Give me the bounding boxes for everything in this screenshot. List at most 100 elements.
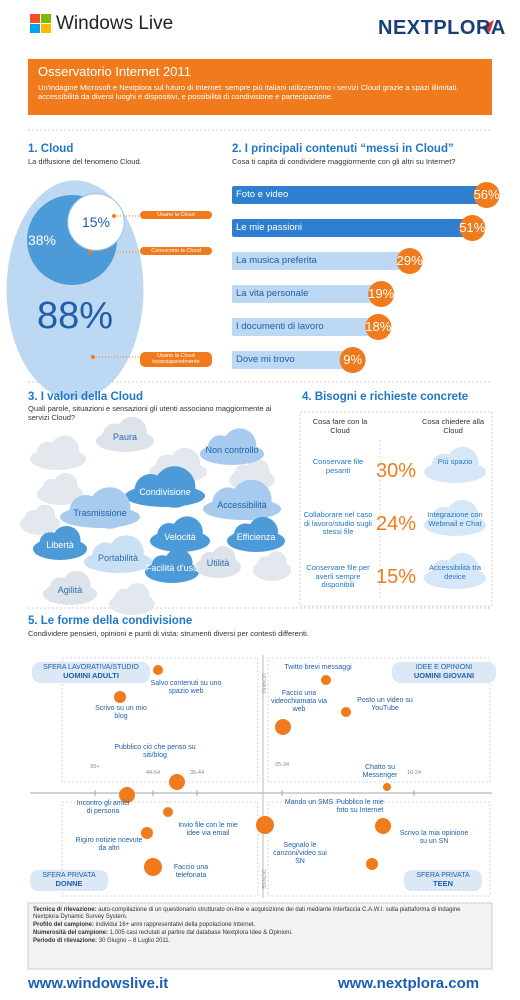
nextplora-mark	[480, 20, 494, 32]
windows-flag	[30, 14, 51, 33]
quadrant-group: TEEN	[432, 879, 453, 889]
quadrant-label: SFERA LAVORATIVA/STUDIO UOMINI ADULTI	[32, 662, 150, 683]
activity: Faccio una videochiamata via web	[270, 690, 328, 714]
ring-caption: Usano la Cloud inconsapevolmente	[140, 352, 212, 367]
activity: Invio file con le mie idee via email	[178, 822, 238, 838]
word: Efficienza	[236, 532, 276, 542]
cloud-decor	[37, 473, 83, 505]
request: Integrazione con Webmail e Chat	[427, 510, 483, 528]
activity: Scrivo la mia opinione su un SN	[399, 830, 469, 846]
quadrant-sphere: SFERA LAVORATIVA/STUDIO	[43, 664, 139, 671]
ring	[67, 193, 125, 251]
section-title: 2. I principali contenuti “messi in Clou…	[232, 143, 454, 155]
column-header: Cosa chiedere alla Cloud	[421, 417, 485, 435]
value-label: 29%	[396, 253, 423, 268]
cloud-bump	[266, 551, 287, 571]
brand-windows-live: Windows Live	[56, 13, 174, 34]
quadrant-group: DONNE	[55, 879, 83, 889]
quadrant-group: UOMINI GIOVANI	[413, 671, 475, 681]
word: Trasmissione	[73, 508, 127, 518]
action: Collaborare nel caso di lavoro/studio su…	[303, 510, 373, 537]
activity-dot	[144, 858, 162, 876]
bar	[232, 318, 379, 336]
value-badge	[339, 347, 366, 373]
note-term: Periodo di rilevazione:	[33, 937, 98, 944]
section-title: 4. Bisogni e richieste concrete	[302, 391, 469, 403]
section-subtitle: La diffusione del fenomeno Cloud.	[28, 157, 142, 166]
word: Accessibilità	[217, 500, 267, 510]
flag-red	[30, 14, 40, 23]
word-cloud	[195, 546, 241, 578]
cloud-bump	[247, 516, 279, 548]
cloud-bump	[34, 504, 56, 526]
bar	[232, 252, 410, 270]
cloud-bump	[446, 499, 479, 533]
ring-caption: Conoscono la Cloud	[140, 247, 212, 256]
word-cloud	[203, 479, 281, 521]
action: Conservare file pesanti	[312, 457, 364, 475]
cloud-bump	[108, 535, 144, 571]
link[interactable]: www.windowslive.it	[28, 975, 169, 992]
quadrant-box	[61, 801, 259, 897]
activity-dot	[163, 807, 173, 817]
link[interactable]: www.nextplora.com	[338, 975, 480, 992]
activity: Pubblico le mie foto su Internet	[336, 799, 384, 815]
word-cloud	[125, 466, 205, 508]
quadrant-box	[61, 657, 259, 783]
word: Portabilità	[97, 553, 139, 563]
share: 30%	[376, 460, 417, 482]
bar-label: Dove mi trovo	[236, 354, 295, 365]
cloud-bump	[245, 459, 270, 483]
word-cloud	[96, 416, 154, 452]
cloud-bump	[62, 570, 91, 600]
share: 15%	[376, 566, 417, 588]
activity-dot	[375, 818, 391, 834]
cloud-decor	[109, 583, 155, 615]
axis-label: UOMINI	[260, 673, 267, 694]
word: Non controllo	[205, 445, 259, 455]
activity: Rigiro notizie ricevute da altri	[75, 837, 143, 853]
bar-label: La vita personale	[236, 288, 309, 299]
quadrant-sphere: SFERA PRIVATA	[416, 872, 470, 879]
word: Condivisione	[139, 487, 191, 497]
cloud-bump	[125, 583, 150, 607]
cloud-bump	[53, 473, 78, 497]
note-term: Numerosità del campione:	[33, 929, 109, 936]
value-badge	[396, 248, 423, 274]
cloud-decor	[253, 551, 291, 581]
note-text: individui 16+ anni rappresentativi della…	[95, 921, 256, 928]
request: Accessibilità tra device	[428, 563, 482, 581]
note-text: 30 Giugno – 8 Luglio 2011.	[98, 937, 171, 944]
brand-nextplora: NEXTPLORA	[378, 17, 506, 39]
activity-dot	[341, 707, 351, 717]
section-subtitle: Quali parole, situazioni e sensazioni gl…	[28, 404, 272, 422]
activity: Segnalo le canzoni/video sui SN	[273, 842, 327, 866]
ring-caption: Usano la Cloud	[140, 211, 212, 220]
section-subtitle: Condividere pensieri, opinioni e punti d…	[28, 629, 309, 638]
word: Libertà	[46, 540, 74, 550]
intro-text: Un'indagine Microsoft e Nextplora sul fu…	[38, 83, 459, 101]
quadrant-sphere: IDEE E OPINIONI	[415, 664, 473, 671]
age-label: 25-34	[274, 762, 290, 768]
age-label: 55+	[90, 764, 100, 770]
ring-label: 15%	[81, 213, 111, 230]
bar-label: La musica preferita	[236, 255, 317, 266]
value-label: 9%	[343, 352, 363, 367]
bar-label: Le mie passioni	[236, 222, 303, 233]
connector-dot	[91, 355, 95, 359]
cloud-bump	[153, 466, 196, 508]
flag-blue	[30, 24, 40, 33]
quadrant-label: SFERA PRIVATA TEEN	[404, 870, 482, 891]
activity-dot	[275, 719, 291, 735]
activity-dot	[256, 816, 274, 834]
bar-label: Foto e video	[236, 189, 289, 200]
value-label: 18%	[365, 319, 392, 334]
note-term: Profilo del campione:	[33, 921, 95, 928]
quadrant-label: IDEE E OPINIONI UOMINI GIOVANI	[392, 662, 496, 683]
activity: Twitto brevi messaggi	[284, 664, 352, 671]
axis-label: DONNE	[260, 869, 267, 890]
bar	[232, 219, 473, 237]
activity: Salvo contenuti su uno spazio web	[150, 680, 222, 696]
cloud-bump	[171, 516, 203, 548]
